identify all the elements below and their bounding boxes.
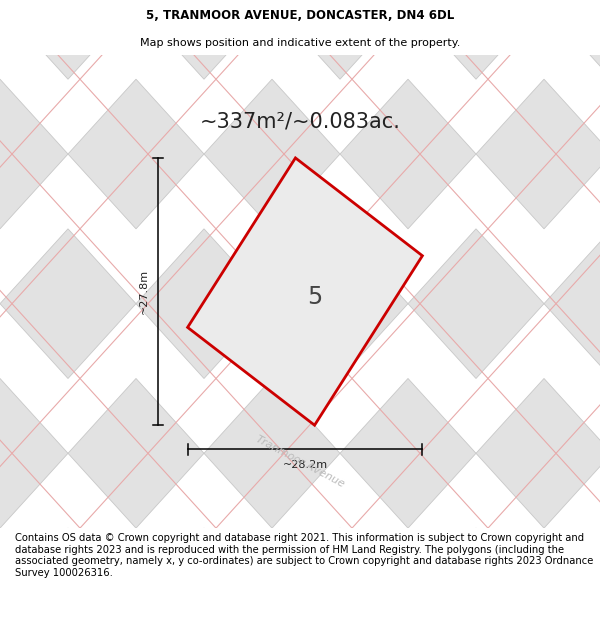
Polygon shape	[544, 229, 600, 379]
Polygon shape	[204, 79, 340, 229]
Polygon shape	[136, 0, 272, 79]
Polygon shape	[340, 79, 476, 229]
Polygon shape	[408, 229, 544, 379]
Polygon shape	[0, 0, 136, 79]
Polygon shape	[340, 379, 476, 528]
Text: ~28.2m: ~28.2m	[283, 460, 328, 470]
Polygon shape	[408, 0, 544, 79]
Polygon shape	[0, 229, 136, 379]
Text: ~337m²/~0.083ac.: ~337m²/~0.083ac.	[200, 111, 400, 131]
Polygon shape	[476, 379, 600, 528]
Polygon shape	[188, 158, 422, 425]
Text: Contains OS data © Crown copyright and database right 2021. This information is : Contains OS data © Crown copyright and d…	[15, 533, 593, 578]
Polygon shape	[272, 0, 408, 79]
Polygon shape	[136, 528, 272, 625]
Polygon shape	[0, 379, 68, 528]
Polygon shape	[544, 0, 600, 79]
Polygon shape	[68, 79, 204, 229]
Polygon shape	[272, 528, 408, 625]
Text: 5: 5	[307, 285, 323, 309]
Polygon shape	[136, 229, 272, 379]
Text: ~27.8m: ~27.8m	[139, 269, 149, 314]
Polygon shape	[272, 229, 408, 379]
Polygon shape	[544, 528, 600, 625]
Text: 5, TRANMOOR AVENUE, DONCASTER, DN4 6DL: 5, TRANMOOR AVENUE, DONCASTER, DN4 6DL	[146, 9, 454, 22]
Text: Tranmoor Avenue: Tranmoor Avenue	[254, 434, 346, 489]
Polygon shape	[476, 79, 600, 229]
Polygon shape	[408, 528, 544, 625]
Polygon shape	[204, 379, 340, 528]
Polygon shape	[0, 79, 68, 229]
Polygon shape	[0, 528, 136, 625]
Polygon shape	[68, 379, 204, 528]
Text: Map shows position and indicative extent of the property.: Map shows position and indicative extent…	[140, 38, 460, 48]
